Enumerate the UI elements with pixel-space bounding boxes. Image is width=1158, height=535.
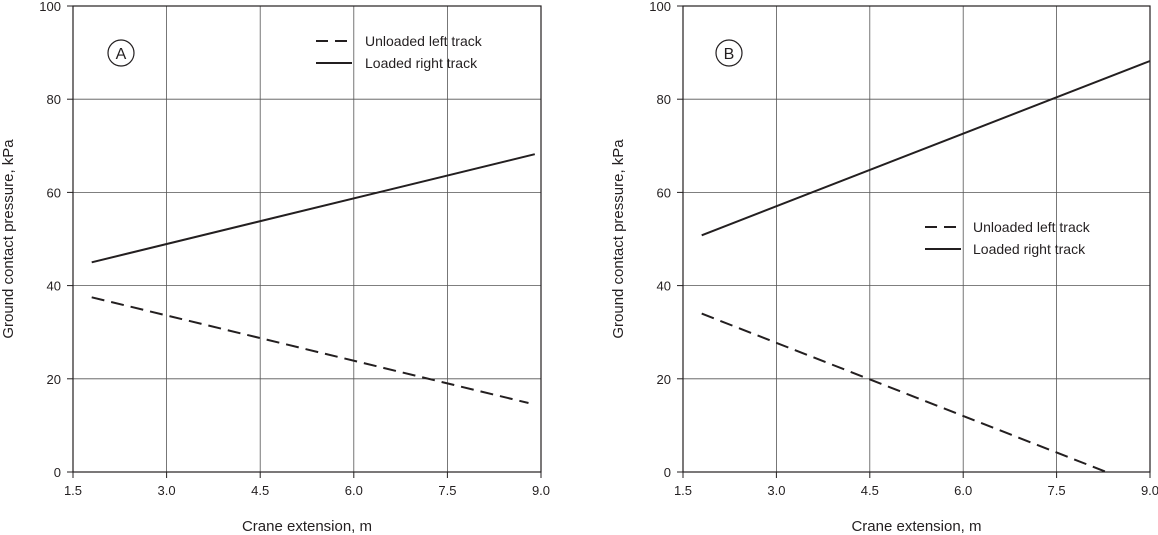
y-tick-label: 0 bbox=[664, 465, 671, 480]
y-tick-label: 20 bbox=[657, 372, 671, 387]
panel-badge-circle bbox=[715, 39, 743, 67]
y-axis-label: Ground contact pressure, kPa bbox=[0, 139, 17, 339]
x-axis-label: Crane extension, m bbox=[851, 518, 981, 535]
legend-label: Unloaded left track bbox=[973, 219, 1091, 235]
y-axis-label: Ground contact pressure, kPa bbox=[610, 139, 627, 339]
series-line-unloaded-left-track bbox=[701, 312, 1107, 473]
x-tick-label: 1.5 bbox=[64, 483, 82, 498]
x-tick-label: 4.5 bbox=[251, 483, 269, 498]
x-tick-label: 7.5 bbox=[1048, 483, 1066, 498]
series-line-unloaded-left-track bbox=[91, 296, 529, 404]
panel-label: A bbox=[116, 46, 127, 63]
legend-label: Loaded right track bbox=[973, 241, 1086, 257]
y-tick-label: 60 bbox=[47, 185, 61, 200]
y-tick-label: 40 bbox=[657, 279, 671, 294]
x-tick-label: 4.5 bbox=[861, 483, 879, 498]
x-tick-label: 9.0 bbox=[532, 483, 550, 498]
y-tick-label: 80 bbox=[47, 92, 61, 107]
plot-frame bbox=[682, 5, 1151, 473]
plot-frame bbox=[72, 5, 542, 473]
x-tick-label: 1.5 bbox=[674, 483, 692, 498]
y-tick-label: 60 bbox=[657, 185, 671, 200]
legend-label: Unloaded left track bbox=[365, 33, 483, 49]
y-tick-label: 80 bbox=[657, 92, 671, 107]
panel-badge-circle bbox=[107, 39, 135, 67]
y-tick-label: 100 bbox=[649, 0, 671, 14]
y-tick-label: 0 bbox=[54, 465, 61, 480]
x-tick-label: 6.0 bbox=[345, 483, 363, 498]
x-tick-label: 9.0 bbox=[1141, 483, 1158, 498]
panel-label: B bbox=[724, 46, 735, 63]
series-line-loaded-right-track bbox=[701, 60, 1151, 237]
y-tick-label: 40 bbox=[47, 279, 61, 294]
x-tick-label: 6.0 bbox=[954, 483, 972, 498]
y-tick-label: 20 bbox=[47, 372, 61, 387]
x-tick-label: 7.5 bbox=[438, 483, 456, 498]
y-tick-label: 100 bbox=[39, 0, 61, 14]
x-tick-label: 3.0 bbox=[767, 483, 785, 498]
legend-label: Loaded right track bbox=[365, 55, 478, 71]
x-axis-label: Crane extension, m bbox=[242, 518, 372, 535]
x-tick-label: 3.0 bbox=[158, 483, 176, 498]
series-line-loaded-right-track bbox=[91, 153, 536, 264]
